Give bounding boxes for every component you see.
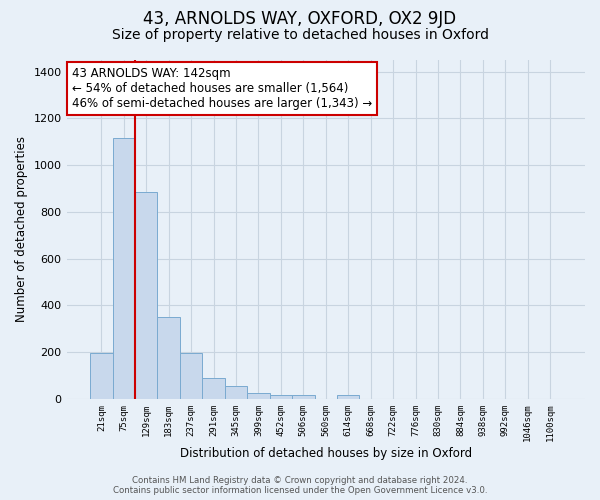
Bar bbox=[157, 317, 180, 399]
Bar bbox=[337, 396, 359, 399]
Y-axis label: Number of detached properties: Number of detached properties bbox=[15, 136, 28, 322]
Bar bbox=[225, 386, 247, 399]
Bar bbox=[247, 393, 269, 399]
Text: 43, ARNOLDS WAY, OXFORD, OX2 9JD: 43, ARNOLDS WAY, OXFORD, OX2 9JD bbox=[143, 10, 457, 28]
Bar bbox=[269, 396, 292, 399]
Bar bbox=[135, 192, 157, 399]
Bar bbox=[113, 138, 135, 399]
Bar bbox=[90, 354, 113, 399]
Bar bbox=[292, 396, 314, 399]
Bar bbox=[202, 378, 225, 399]
Text: 43 ARNOLDS WAY: 142sqm
← 54% of detached houses are smaller (1,564)
46% of semi-: 43 ARNOLDS WAY: 142sqm ← 54% of detached… bbox=[72, 67, 372, 110]
Bar bbox=[180, 354, 202, 399]
X-axis label: Distribution of detached houses by size in Oxford: Distribution of detached houses by size … bbox=[180, 447, 472, 460]
Text: Contains HM Land Registry data © Crown copyright and database right 2024.
Contai: Contains HM Land Registry data © Crown c… bbox=[113, 476, 487, 495]
Text: Size of property relative to detached houses in Oxford: Size of property relative to detached ho… bbox=[112, 28, 488, 42]
